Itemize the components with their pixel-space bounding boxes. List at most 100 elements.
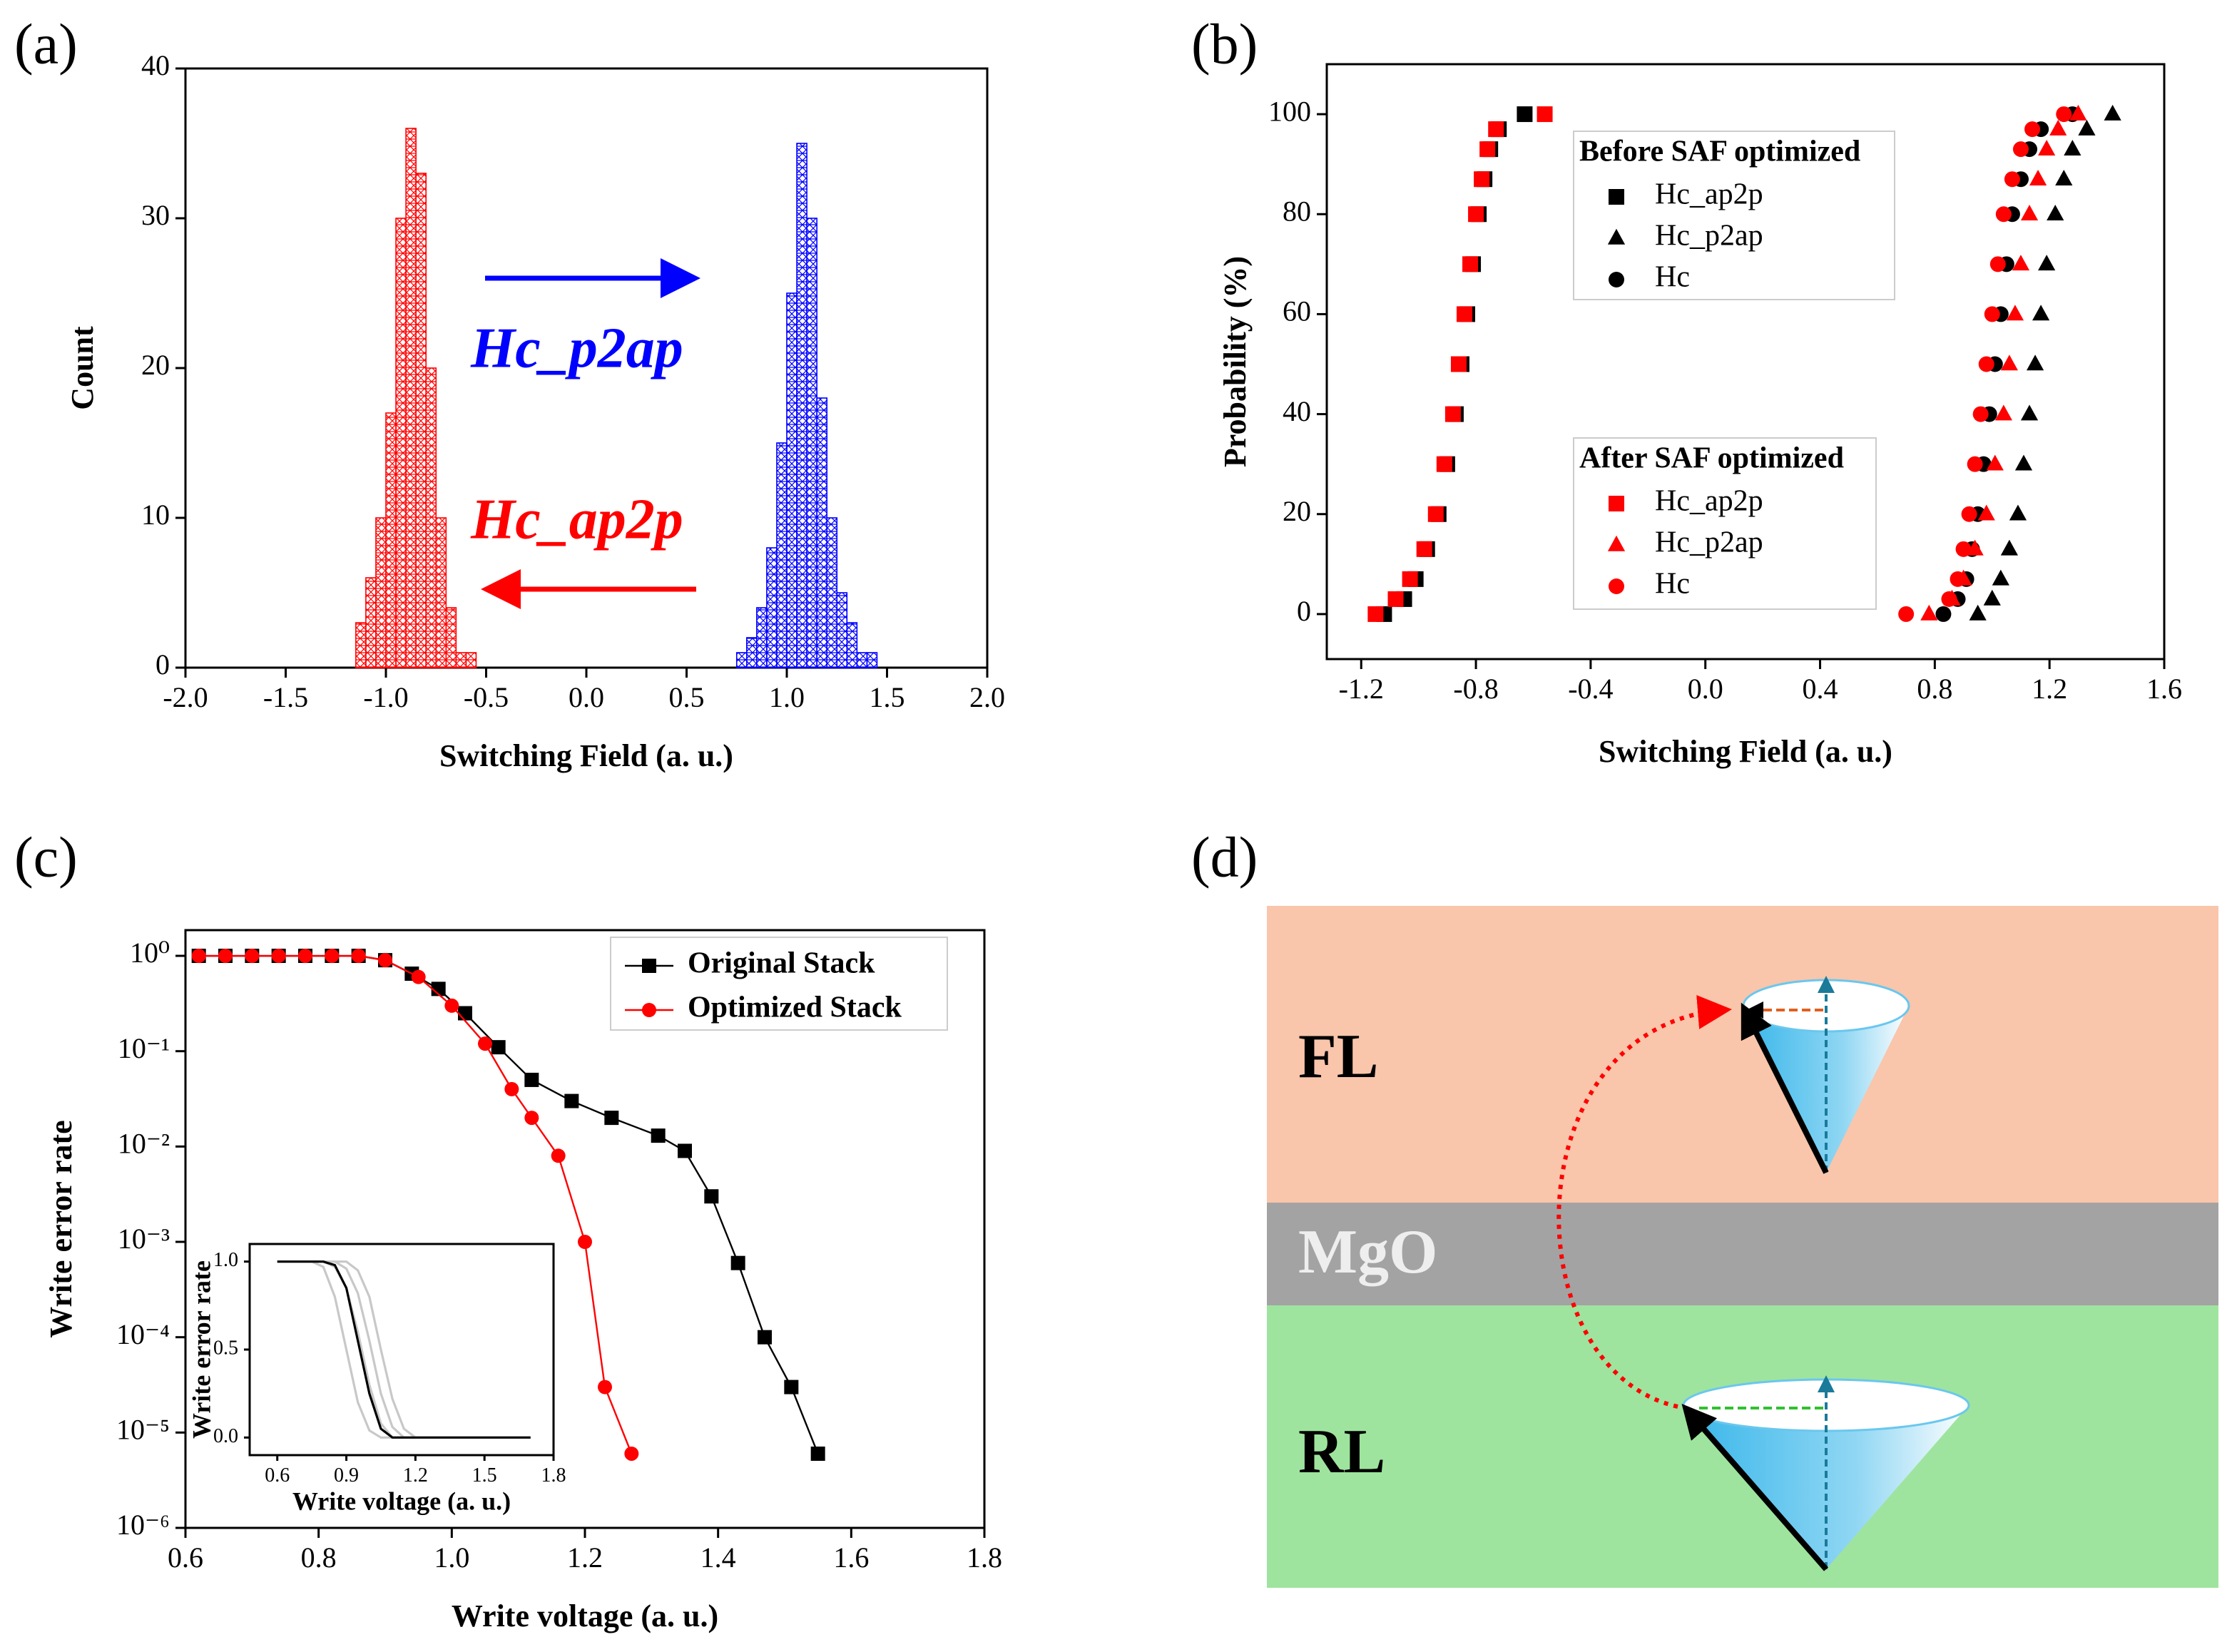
marker-circle bbox=[504, 1081, 519, 1096]
marker-square bbox=[1387, 591, 1404, 607]
x-tick-label: 0.5 bbox=[669, 681, 705, 713]
x-tick-label: 1.0 bbox=[769, 681, 805, 713]
x-tick-label: -1.5 bbox=[263, 681, 308, 713]
marker-triangle bbox=[2029, 169, 2047, 185]
x-tick-label: 2.0 bbox=[969, 681, 1005, 713]
marker-square bbox=[758, 1330, 772, 1345]
marker-triangle bbox=[1607, 228, 1626, 245]
mgo-layer bbox=[1267, 1203, 2218, 1305]
marker-square bbox=[1444, 406, 1461, 422]
y-axis-label: Write error rate bbox=[187, 1260, 215, 1439]
y-tick-label: 10⁻⁶ bbox=[116, 1509, 170, 1541]
hist-bar bbox=[796, 143, 807, 668]
hist-bar bbox=[415, 173, 427, 668]
marker-triangle bbox=[2038, 139, 2056, 155]
hist-bar bbox=[856, 652, 868, 668]
y-tick-label: 60 bbox=[1283, 295, 1311, 327]
marker-square bbox=[458, 1006, 472, 1021]
hist-bar bbox=[435, 517, 447, 668]
hist-bar bbox=[385, 412, 397, 668]
marker-circle bbox=[1941, 591, 1957, 607]
x-tick-label: 1.2 bbox=[567, 1541, 603, 1574]
marker-circle bbox=[218, 949, 233, 964]
y-tick-label: 10 bbox=[141, 499, 170, 531]
marker-square bbox=[1416, 541, 1432, 557]
marker-square bbox=[604, 1111, 619, 1126]
marker-circle bbox=[298, 949, 312, 964]
marker-triangle bbox=[1977, 504, 1995, 521]
hist-bar bbox=[395, 218, 407, 668]
rl-label: RL bbox=[1298, 1417, 1385, 1487]
marker-square bbox=[431, 981, 446, 996]
hist-bar bbox=[826, 517, 838, 668]
hist-bar bbox=[425, 367, 437, 668]
hist-bar bbox=[846, 622, 858, 668]
marker-circle bbox=[245, 949, 260, 964]
panel-label: (a) bbox=[14, 13, 78, 76]
legend-box bbox=[1573, 131, 1895, 300]
hist-bar bbox=[776, 442, 788, 668]
x-tick-label: 1.8 bbox=[541, 1464, 566, 1487]
y-axis-label: Write error rate bbox=[44, 1120, 78, 1337]
x-tick-label: -2.0 bbox=[163, 681, 208, 713]
marker-triangle bbox=[1920, 604, 1938, 621]
x-tick-label: -0.4 bbox=[1568, 673, 1613, 705]
y-tick-label: 80 bbox=[1283, 195, 1311, 227]
x-tick-label: -1.2 bbox=[1339, 673, 1384, 705]
x-tick-label: 0.6 bbox=[168, 1541, 203, 1574]
marker-square bbox=[651, 1128, 666, 1143]
y-tick-label: 40 bbox=[1283, 395, 1311, 427]
y-tick-label: 100 bbox=[1268, 95, 1311, 127]
y-axis-label: Probability (%) bbox=[1218, 256, 1253, 467]
hist-bar bbox=[455, 652, 467, 668]
hist-bar bbox=[766, 547, 778, 668]
marker-circle bbox=[1984, 306, 2000, 322]
y-tick-label: 20 bbox=[1283, 495, 1311, 527]
marker-circle bbox=[378, 953, 392, 968]
y-tick-label: 20 bbox=[141, 349, 170, 381]
x-tick-label: 1.5 bbox=[870, 681, 905, 713]
legend-title: Before SAF optimized bbox=[1579, 136, 1860, 168]
hist-bar bbox=[445, 607, 457, 668]
marker-circle bbox=[578, 1235, 592, 1250]
x-tick-label: 1.0 bbox=[434, 1541, 469, 1574]
marker-circle bbox=[1967, 456, 1983, 472]
marker-circle bbox=[1950, 571, 1966, 587]
y-tick-label: 10⁻⁴ bbox=[116, 1318, 170, 1350]
x-tick-label: -0.5 bbox=[464, 681, 509, 713]
hist-bar bbox=[866, 652, 878, 668]
hist-bar bbox=[465, 652, 477, 668]
marker-triangle bbox=[2055, 169, 2073, 185]
marker-square bbox=[704, 1189, 719, 1204]
marker-square bbox=[642, 959, 656, 973]
marker-circle bbox=[1609, 578, 1624, 594]
plot-frame bbox=[1325, 63, 2166, 661]
hist-bar bbox=[735, 652, 748, 668]
coupling-arc bbox=[1556, 995, 1732, 1409]
fl-label: FL bbox=[1298, 1022, 1378, 1091]
marker-triangle bbox=[2006, 305, 2024, 321]
marker-triangle bbox=[2009, 504, 2027, 521]
marker-square bbox=[491, 1040, 506, 1055]
marker-triangle bbox=[2069, 104, 2087, 121]
marker-square bbox=[1609, 189, 1624, 205]
marker-square bbox=[1427, 506, 1444, 522]
marker-triangle bbox=[2064, 139, 2081, 155]
y-tick-label: 10⁻¹ bbox=[118, 1032, 170, 1064]
marker-circle bbox=[642, 1003, 656, 1017]
marker-circle bbox=[1989, 256, 2006, 272]
p2ap-label: Hc_p2ap bbox=[470, 317, 683, 379]
y-tick-label: 0.0 bbox=[213, 1425, 238, 1447]
marker-square bbox=[564, 1093, 579, 1108]
x-tick-label: -0.8 bbox=[1453, 673, 1498, 705]
marker-triangle bbox=[2020, 205, 2039, 221]
y-tick-label: 30 bbox=[141, 199, 170, 231]
hist-bar bbox=[365, 577, 377, 668]
rl-moment bbox=[1681, 1403, 1829, 1571]
y-tick-label: 10⁰ bbox=[130, 937, 170, 969]
marker-square bbox=[1402, 571, 1418, 587]
marker-square bbox=[810, 1446, 825, 1461]
marker-circle bbox=[478, 1036, 492, 1051]
marker-triangle bbox=[2026, 355, 2044, 371]
marker-square bbox=[1479, 141, 1496, 158]
